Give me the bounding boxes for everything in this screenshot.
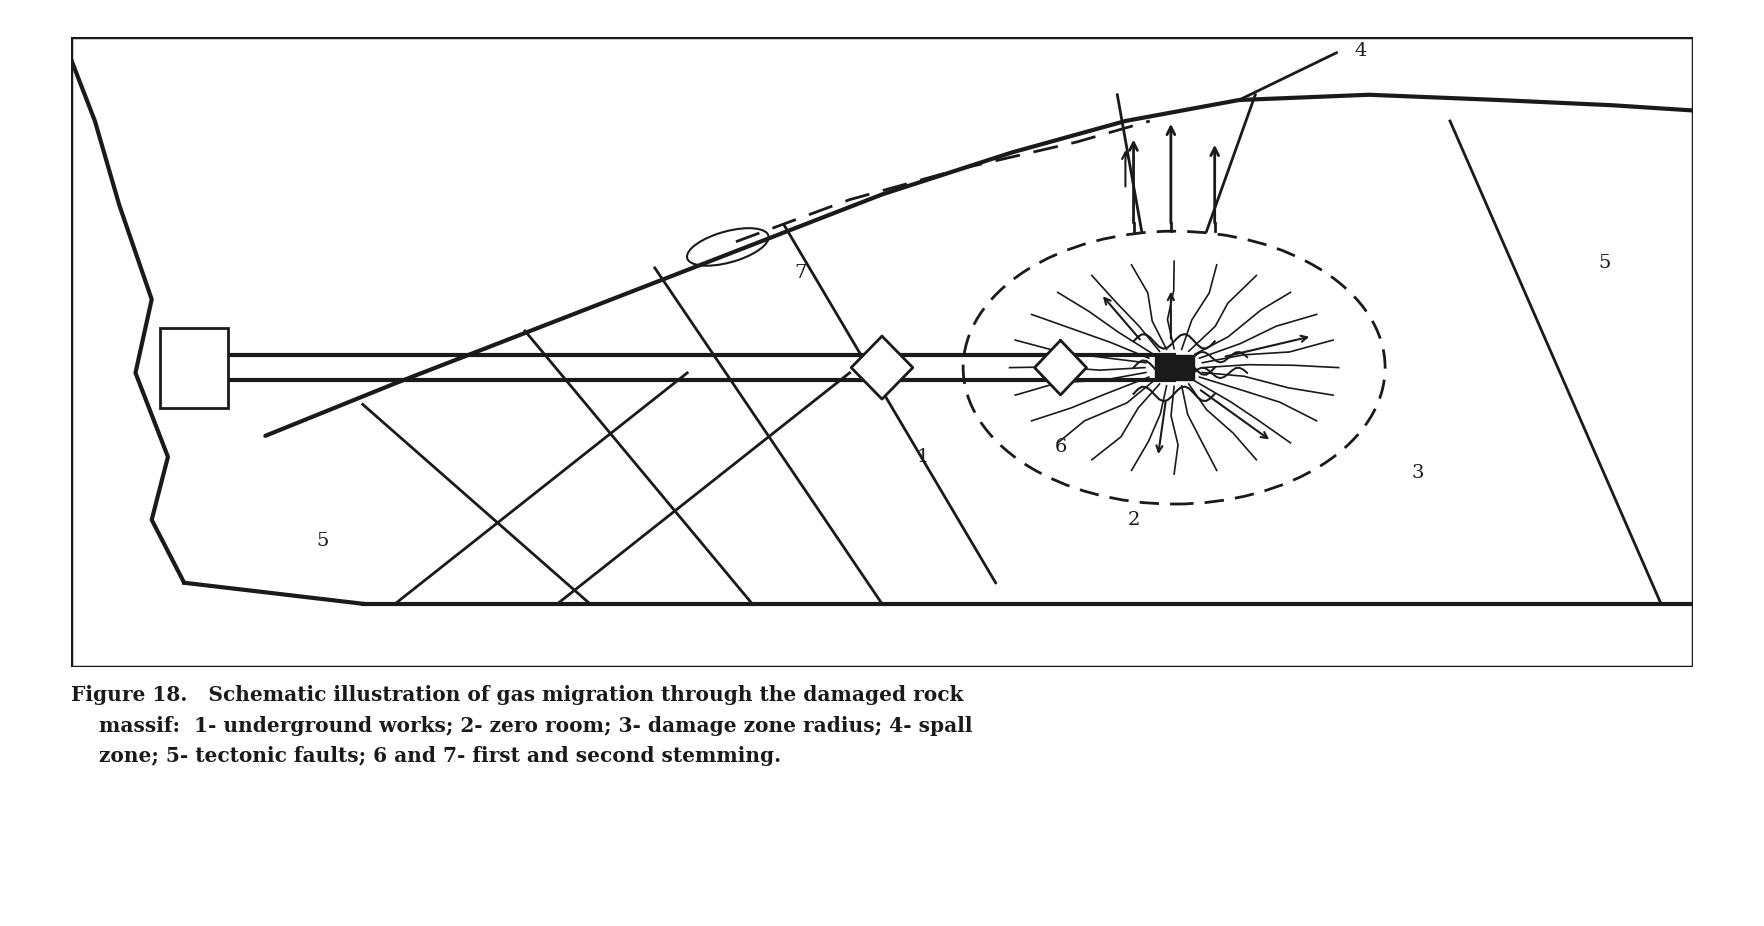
Polygon shape [1034, 341, 1087, 394]
Polygon shape [1155, 355, 1194, 381]
Text: 4: 4 [1355, 42, 1367, 60]
Text: 6: 6 [1055, 438, 1067, 456]
Text: Figure 18.   Schematic illustration of gas migration through the damaged rock
  : Figure 18. Schematic illustration of gas… [71, 685, 972, 766]
Polygon shape [852, 336, 912, 399]
Bar [161, 328, 228, 407]
Text: 2: 2 [1127, 511, 1140, 529]
Text: 3: 3 [1411, 464, 1424, 482]
Text: 5: 5 [316, 532, 328, 550]
Text: 1: 1 [916, 448, 930, 466]
Text: 7: 7 [794, 265, 808, 282]
Text: 5: 5 [1598, 254, 1611, 272]
